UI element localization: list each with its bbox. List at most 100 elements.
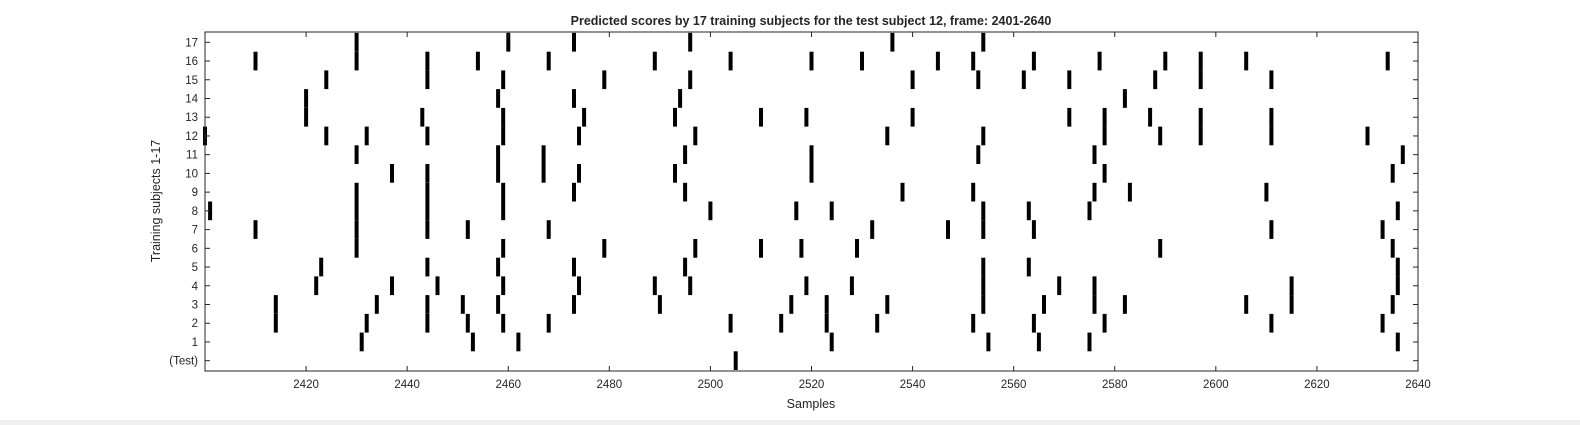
raster-mark bbox=[860, 51, 864, 71]
raster-mark bbox=[572, 182, 576, 202]
raster-mark bbox=[572, 257, 576, 277]
y-tick-label: 1 bbox=[192, 337, 198, 349]
raster-mark bbox=[1365, 126, 1370, 146]
raster-mark bbox=[359, 332, 364, 352]
raster-mark bbox=[602, 239, 607, 258]
raster-marks bbox=[203, 32, 1405, 370]
raster-mark bbox=[1026, 201, 1031, 221]
raster-mark bbox=[971, 51, 976, 71]
y-tick-label: 13 bbox=[185, 112, 198, 124]
raster-mark bbox=[971, 313, 976, 333]
raster-mark bbox=[425, 182, 430, 202]
raster-mark bbox=[688, 70, 693, 90]
raster-mark bbox=[425, 257, 430, 277]
raster-mark bbox=[425, 295, 430, 314]
raster-mark bbox=[496, 89, 501, 108]
raster-mark bbox=[1163, 51, 1168, 71]
x-tick-label: 2440 bbox=[394, 379, 420, 391]
raster-mark bbox=[546, 51, 551, 71]
raster-mark bbox=[900, 182, 905, 202]
raster-mark bbox=[460, 295, 465, 314]
raster-mark bbox=[986, 332, 991, 352]
raster-mark bbox=[1269, 107, 1274, 127]
raster-mark bbox=[688, 276, 693, 296]
raster-mark bbox=[855, 239, 859, 258]
raster-mark bbox=[1269, 313, 1274, 333]
raster-mark bbox=[354, 182, 359, 202]
raster-mark bbox=[885, 295, 890, 314]
raster-mark bbox=[354, 239, 359, 258]
raster-mark bbox=[708, 201, 713, 221]
raster-mark bbox=[354, 201, 359, 221]
raster-mark bbox=[364, 313, 369, 333]
raster-mark bbox=[1031, 220, 1036, 239]
raster-mark bbox=[501, 107, 506, 127]
raster-mark bbox=[804, 107, 809, 127]
raster-mark bbox=[602, 70, 607, 90]
raster-mark bbox=[425, 51, 430, 71]
raster-mark bbox=[354, 220, 359, 239]
y-tick-label: 14 bbox=[185, 93, 198, 105]
y-tick-label: 6 bbox=[192, 243, 198, 255]
raster-mark bbox=[1031, 51, 1036, 71]
raster-mark bbox=[981, 295, 986, 314]
raster-mark bbox=[673, 164, 677, 183]
raster-mark bbox=[582, 107, 587, 127]
raster-mark bbox=[728, 51, 733, 71]
raster-mark bbox=[1092, 276, 1097, 296]
raster-mark bbox=[946, 220, 950, 239]
raster-mark bbox=[354, 51, 359, 71]
x-tick-label: 2620 bbox=[1304, 379, 1330, 391]
raster-mark bbox=[1198, 51, 1203, 71]
raster-mark bbox=[1057, 276, 1062, 296]
raster-mark bbox=[1385, 51, 1390, 71]
raster-mark bbox=[420, 107, 425, 127]
raster-mark bbox=[1021, 70, 1026, 90]
raster-mark bbox=[1102, 164, 1107, 183]
x-tick-label: 2600 bbox=[1203, 379, 1229, 391]
raster-mark bbox=[541, 145, 546, 164]
raster-mark bbox=[1087, 201, 1092, 221]
raster-mark bbox=[546, 313, 551, 333]
raster-mark bbox=[1148, 107, 1153, 127]
y-tick-label: 17 bbox=[185, 37, 198, 49]
raster-mark bbox=[1102, 126, 1107, 146]
raster-mark bbox=[693, 239, 698, 258]
raster-mark bbox=[673, 107, 677, 127]
raster-mark bbox=[683, 257, 688, 277]
raster-mark bbox=[1087, 332, 1092, 352]
y-tick-label: 4 bbox=[192, 281, 199, 293]
raster-mark bbox=[253, 220, 258, 239]
y-tick-label: 5 bbox=[192, 262, 198, 274]
raster-mark bbox=[1036, 332, 1041, 352]
y-axis-label: Training subjects 1-17 bbox=[149, 140, 163, 263]
raster-mark bbox=[314, 276, 319, 296]
raster-mark bbox=[1395, 201, 1400, 221]
raster-mark bbox=[577, 276, 581, 296]
raster-mark bbox=[683, 182, 688, 202]
raster-mark bbox=[688, 32, 693, 52]
raster-mark bbox=[652, 276, 657, 296]
raster-mark bbox=[1289, 295, 1294, 314]
raster-mark bbox=[354, 32, 359, 52]
x-axis-label: Samples bbox=[787, 397, 836, 411]
raster-mark bbox=[935, 51, 940, 71]
raster-mark bbox=[885, 126, 890, 146]
raster-mark bbox=[1158, 126, 1163, 146]
raster-mark bbox=[253, 51, 258, 71]
raster-mark bbox=[824, 295, 829, 314]
y-tick-label: 16 bbox=[185, 56, 198, 68]
x-tick-label: 2560 bbox=[1001, 379, 1027, 391]
raster-mark bbox=[496, 257, 501, 277]
raster-mark bbox=[425, 220, 430, 239]
raster-mark bbox=[319, 257, 324, 277]
raster-mark bbox=[789, 295, 794, 314]
raster-mark bbox=[501, 201, 506, 221]
raster-mark bbox=[273, 295, 278, 314]
raster-mark bbox=[465, 220, 470, 239]
raster-mark bbox=[572, 295, 576, 314]
x-tick-label: 2580 bbox=[1102, 379, 1128, 391]
y-tick-label: 2 bbox=[192, 318, 198, 330]
raster-mark bbox=[1244, 51, 1249, 71]
